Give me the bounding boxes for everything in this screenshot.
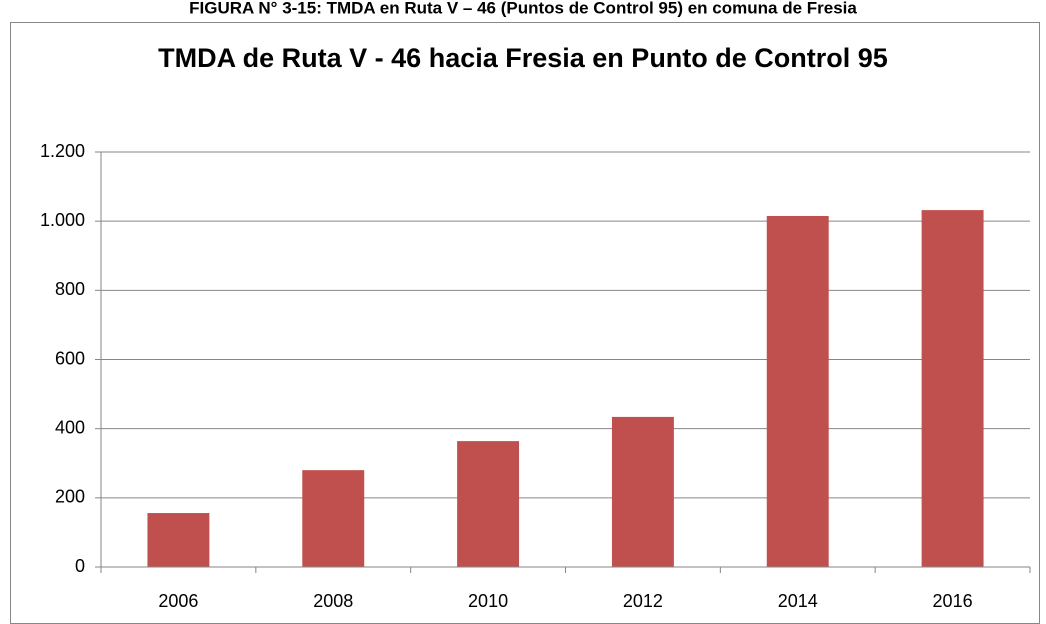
chart-title: TMDA de Ruta V - 46 hacia Fresia en Punt… bbox=[158, 43, 888, 73]
x-tick-label: 2008 bbox=[313, 591, 353, 611]
x-tick-label: 2006 bbox=[158, 591, 198, 611]
y-tick-label: 800 bbox=[55, 279, 85, 299]
y-tick-label: 200 bbox=[55, 487, 85, 507]
y-tick-label: 1.000 bbox=[40, 210, 85, 230]
bar bbox=[921, 210, 984, 567]
x-tick-label: 2010 bbox=[468, 591, 508, 611]
bar bbox=[302, 470, 365, 567]
x-tick-label: 2012 bbox=[623, 591, 663, 611]
y-tick-label: 0 bbox=[75, 556, 85, 576]
bar bbox=[457, 441, 520, 567]
x-tick-label: 2016 bbox=[933, 591, 973, 611]
x-tick-label: 2014 bbox=[778, 591, 818, 611]
bar bbox=[611, 416, 674, 567]
y-tick-label: 1.200 bbox=[40, 141, 85, 161]
bar bbox=[147, 513, 210, 567]
bar bbox=[766, 215, 829, 567]
y-tick-label: 600 bbox=[55, 348, 85, 368]
y-tick-label: 400 bbox=[55, 417, 85, 437]
figure-caption: FIGURA N° 3-15: TMDA en Ruta V – 46 (Pun… bbox=[189, 0, 857, 17]
